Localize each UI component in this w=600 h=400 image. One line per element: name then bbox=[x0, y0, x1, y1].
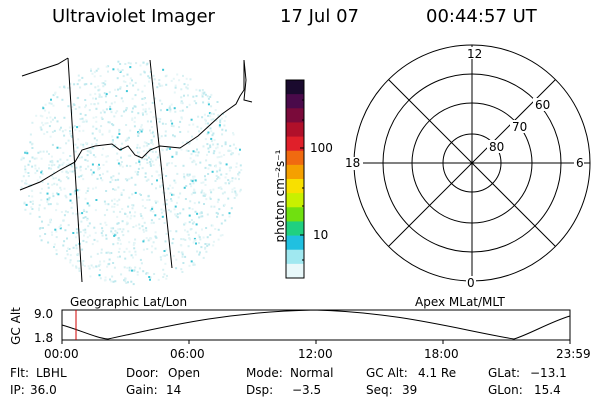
ip-value: 36.0 bbox=[30, 383, 57, 397]
colorbar-frame bbox=[285, 79, 305, 279]
colorbar-band bbox=[286, 108, 304, 123]
polar-label-mlt-0: 0 bbox=[467, 276, 475, 290]
glon-label: GLon: bbox=[488, 383, 523, 397]
gcalt-label: GC Alt: bbox=[366, 366, 408, 380]
colorbar-band bbox=[286, 80, 304, 95]
altitude-curve bbox=[61, 309, 571, 340]
colorbar bbox=[286, 80, 304, 279]
colorbar-band bbox=[286, 164, 304, 180]
seq-label: Seq: bbox=[366, 383, 393, 397]
colorbar-band bbox=[286, 221, 304, 237]
altitude-xtick-4: 23:59 bbox=[556, 347, 591, 361]
polar-label-lat-80: 80 bbox=[489, 140, 505, 154]
colorbar-band bbox=[286, 193, 304, 208]
observation-time: 00:44:57 UT bbox=[426, 6, 537, 27]
mode-label: Mode: bbox=[246, 366, 283, 380]
colorbar-band bbox=[286, 136, 304, 152]
instrument-title: Ultraviolet Imager bbox=[52, 6, 215, 27]
altitude-ylabel: GC Alt bbox=[9, 307, 23, 345]
polar-panel-label: Apex MLat/MLT bbox=[415, 295, 505, 309]
image-panel-label: Geographic Lat/Lon bbox=[70, 295, 188, 309]
glon-value: 15.4 bbox=[534, 383, 561, 397]
uv-image-disk bbox=[20, 60, 243, 286]
colorbar-band bbox=[286, 150, 304, 166]
flt-value: LBHL bbox=[36, 366, 67, 380]
observation-date: 17 Jul 07 bbox=[280, 6, 359, 27]
door-value: Open bbox=[168, 366, 201, 380]
gcalt-value: 4.1 Re bbox=[418, 366, 457, 380]
colorbar-band bbox=[286, 263, 304, 279]
coastline-outlines bbox=[19, 57, 253, 191]
colorbar-tick-10: 10 bbox=[313, 228, 329, 242]
dsp-label: Dsp: bbox=[246, 383, 274, 397]
glat-label: GLat: bbox=[488, 366, 521, 380]
altitude-ticks bbox=[61, 340, 571, 344]
polar-label-backgrounds bbox=[343, 47, 584, 288]
polar-label-mlt-18: 18 bbox=[345, 156, 361, 170]
colorbar-band bbox=[286, 122, 304, 138]
polar-grid bbox=[353, 44, 591, 282]
colorbar-band bbox=[286, 207, 304, 222]
gain-value: 14 bbox=[166, 383, 182, 397]
mode-value: Normal bbox=[290, 366, 334, 380]
colorbar-tick-100: 100 bbox=[310, 141, 333, 155]
door-label: Door: bbox=[126, 366, 159, 380]
colorbar-band bbox=[286, 235, 304, 251]
altitude-ytick-bottom: 1.8 bbox=[34, 331, 54, 345]
colorbar-band bbox=[286, 249, 304, 265]
colorbar-band bbox=[286, 94, 304, 109]
altitude-ytick-top: 9.0 bbox=[34, 307, 54, 321]
polar-label-mlt-12: 12 bbox=[467, 47, 483, 61]
altitude-xtick-2: 12:00 bbox=[298, 347, 333, 361]
meridian-lines bbox=[67, 57, 173, 283]
flt-label: Flt: bbox=[10, 366, 29, 380]
gain-label: Gain: bbox=[126, 383, 158, 397]
polar-label-lat-60: 60 bbox=[535, 98, 551, 112]
altitude-xtick-0: 00:00 bbox=[44, 347, 79, 361]
seq-value: 39 bbox=[402, 383, 418, 397]
polar-label-lat-70: 70 bbox=[512, 120, 528, 134]
colorbar-ticks bbox=[300, 99, 304, 261]
polar-label-mlt-6: 6 bbox=[576, 156, 584, 170]
colorbar-band bbox=[286, 179, 304, 194]
altitude-xtick-3: 18:00 bbox=[424, 347, 459, 361]
glat-value: −13.1 bbox=[530, 366, 567, 380]
dsp-value: −3.5 bbox=[292, 383, 322, 397]
polar-diagonal-2 bbox=[388, 79, 556, 247]
ip-label: IP: bbox=[10, 383, 25, 397]
colorbar-unit-label: photon cm⁻²s⁻¹ bbox=[273, 149, 287, 243]
altitude-xtick-1: 06:00 bbox=[170, 347, 205, 361]
